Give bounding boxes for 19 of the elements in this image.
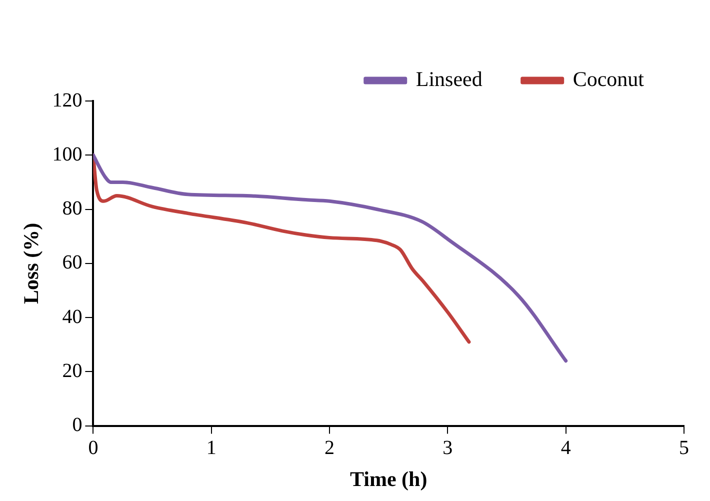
x-tick-label: 3 [442, 437, 453, 460]
x-tick-label: 4 [560, 437, 571, 460]
legend-label: Coconut [572, 67, 644, 92]
x-axis-title: Time (h) [350, 466, 428, 491]
x-tick-label: 5 [679, 437, 689, 460]
y-tick-label: 100 [52, 143, 82, 166]
y-tick-label: 40 [62, 306, 82, 328]
y-tick-label: 80 [62, 198, 82, 220]
line-series [93, 153, 471, 344]
x-tick-label: 1 [206, 437, 216, 460]
line-series [93, 153, 568, 363]
x-tick-label: 0 [88, 437, 98, 460]
y-tick-label: 120 [52, 89, 82, 112]
y-tick-label: 60 [62, 252, 82, 274]
y-axis-title: Loss (%) [19, 222, 44, 304]
x-tick-label: 2 [324, 437, 335, 460]
legend-label: Linseed [416, 67, 483, 92]
y-tick-label: 20 [62, 360, 82, 382]
y-tick-label: 0 [72, 414, 82, 436]
